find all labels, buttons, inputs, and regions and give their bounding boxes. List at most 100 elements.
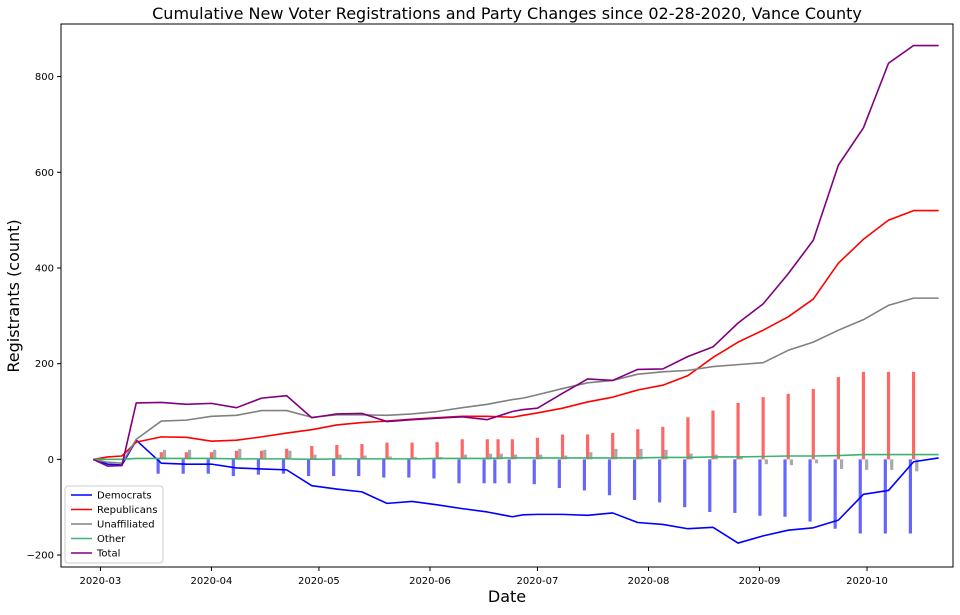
bar-republicans	[861, 371, 866, 460]
legend: Democrats Republicans Unaffiliated Other Tot…	[64, 485, 164, 564]
bar-democrats	[808, 459, 812, 522]
bar-unaffiliated	[338, 454, 342, 460]
bar-republicans	[586, 434, 590, 460]
x-axis-label: Date	[488, 587, 526, 606]
bar-republicans	[435, 442, 439, 460]
bar-democrats	[532, 459, 536, 485]
x-axis-ticks: 2020-03 2020-04 2020-05 2020-06 2020-07 2020-…	[80, 567, 888, 587]
bar-republicans	[636, 429, 640, 460]
bar-democrats	[482, 459, 486, 484]
bar-unaffiliated	[213, 449, 217, 460]
bar-republicans	[485, 439, 489, 460]
bar-unaffiliated	[739, 456, 743, 460]
bar-democrats	[156, 459, 160, 474]
bar-republicans	[560, 434, 565, 460]
bar-democrats	[432, 459, 436, 479]
x-tick-label: 2020-09	[739, 576, 781, 587]
series-line-total	[92, 44, 939, 467]
bar-democrats	[256, 459, 261, 475]
bar-democrats	[658, 459, 662, 503]
bar-democrats	[281, 459, 286, 474]
bar-democrats	[883, 459, 887, 534]
bar-unaffiliated	[488, 453, 493, 460]
bar-unaffiliated	[865, 459, 869, 470]
bar-republicans	[535, 437, 540, 460]
bar-unaffiliated	[789, 459, 794, 466]
bar-democrats	[332, 459, 336, 477]
bar-democrats	[607, 459, 612, 496]
legend-label-republicans: Republicans	[97, 505, 157, 516]
bar-republicans	[335, 445, 339, 460]
bar-democrats	[632, 459, 637, 501]
bar-republicans	[510, 439, 514, 460]
bar-unaffiliated	[162, 449, 167, 460]
bar-republicans	[410, 442, 414, 460]
bar-unaffiliated	[639, 448, 643, 460]
series-line-democrats	[92, 439, 939, 544]
bar-unaffiliated	[589, 452, 593, 460]
bar-republicans	[310, 445, 314, 460]
bar-democrats	[758, 459, 762, 516]
bar-unaffiliated	[614, 448, 618, 460]
bar-democrats	[493, 459, 497, 484]
series-line-republicans	[93, 209, 939, 461]
bar-republicans	[385, 442, 389, 460]
bar-democrats	[557, 459, 561, 489]
bar-democrats	[382, 459, 386, 478]
y-tick-label: 0	[48, 455, 54, 466]
series-line-other	[93, 453, 939, 461]
x-tick-label: 2020-10	[846, 576, 888, 587]
y-axis-ticks: −200 0 200 400 600 800	[27, 72, 61, 562]
bar-unaffiliated	[513, 454, 518, 460]
legend-label-other: Other	[97, 534, 126, 545]
legend-label-unaffiliated: Unaffiliated	[97, 520, 155, 531]
series-line-unaffiliated	[93, 297, 939, 464]
bar-republicans	[460, 439, 464, 460]
bar-republicans	[234, 450, 239, 460]
x-tick-label: 2020-08	[628, 576, 670, 587]
legend-label-total: Total	[96, 549, 120, 560]
bar-republicans	[686, 417, 690, 460]
bar-democrats	[833, 459, 837, 529]
bar-republicans	[285, 448, 289, 460]
bar-republicans	[761, 397, 765, 460]
bar-republicans	[496, 439, 500, 460]
bar-unaffiliated	[238, 448, 242, 460]
bar-democrats	[457, 459, 461, 484]
bar-unaffiliated	[313, 454, 317, 460]
y-tick-label: 600	[35, 168, 54, 179]
bar-democrats	[683, 459, 687, 508]
bar-democrats	[181, 459, 185, 474]
bar-democrats	[708, 459, 712, 512]
bar-republicans	[736, 402, 740, 460]
bar-republicans	[209, 452, 214, 460]
bar-unaffiliated	[187, 449, 192, 460]
bar-unaffiliated	[363, 455, 367, 460]
x-tick-label: 2020-03	[80, 576, 122, 587]
bar-unaffiliated	[689, 453, 693, 460]
bar-unaffiliated	[463, 454, 468, 460]
bar-republicans	[611, 433, 615, 460]
y-tick-label: −200	[27, 551, 54, 562]
bar-unaffiliated	[839, 459, 844, 469]
bar-unaffiliated	[915, 459, 919, 472]
y-axis-label: Registrants (count)	[4, 219, 23, 372]
bar-democrats	[582, 459, 586, 491]
bar-unaffiliated	[288, 450, 292, 460]
x-tick-label: 2020-07	[517, 576, 559, 587]
bar-unaffiliated	[764, 459, 768, 465]
bar-unaffiliated	[388, 456, 392, 460]
legend-box	[64, 485, 164, 564]
bar-republicans	[786, 393, 790, 460]
bar-unaffiliated	[499, 453, 503, 460]
bar-democrats	[407, 459, 411, 478]
bar-republicans	[836, 377, 840, 460]
y-tick-label: 800	[35, 72, 54, 83]
lines-layer	[92, 44, 939, 544]
bar-unaffiliated	[890, 459, 894, 470]
bar-republicans	[661, 426, 665, 460]
bar-democrats	[306, 459, 311, 477]
bar-democrats	[206, 459, 210, 474]
